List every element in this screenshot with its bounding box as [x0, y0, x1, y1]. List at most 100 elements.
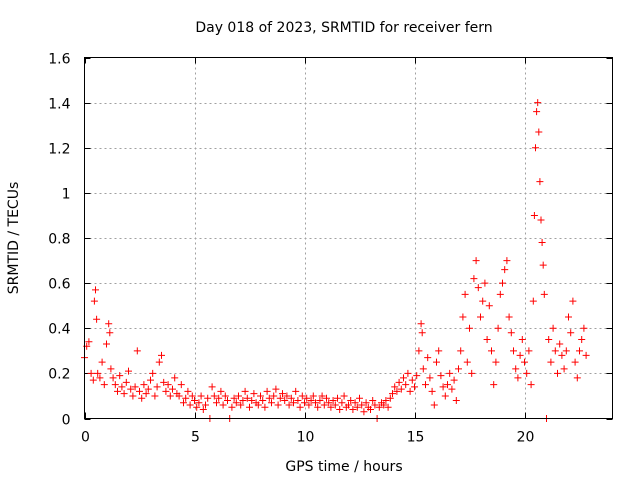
data-point	[224, 396, 231, 404]
data-point	[213, 399, 220, 407]
y-tick-label: 0	[62, 413, 71, 429]
x-tick-label: 20	[517, 430, 535, 446]
data-point	[554, 369, 561, 377]
data-point	[507, 329, 515, 337]
data-point	[459, 313, 467, 321]
data-point	[533, 108, 541, 116]
data-point	[537, 216, 545, 224]
data-point	[217, 387, 225, 395]
data-point	[457, 347, 465, 355]
data-point	[477, 313, 484, 321]
data-point	[232, 399, 240, 407]
y-axis-label: SRMTID / TECUs	[6, 182, 22, 295]
data-point	[468, 369, 476, 377]
data-point	[105, 320, 113, 328]
data-point	[496, 290, 504, 298]
data-point	[210, 392, 218, 400]
data-point	[470, 275, 478, 283]
data-point	[402, 381, 410, 389]
data-point	[144, 385, 152, 393]
data-point	[250, 390, 258, 398]
data-point	[323, 394, 330, 402]
data-point	[455, 365, 462, 373]
plot-frame	[84, 57, 613, 419]
data-point	[298, 392, 306, 400]
data-point	[120, 390, 128, 398]
data-point	[221, 392, 229, 400]
data-point	[248, 396, 256, 404]
data-point	[417, 320, 425, 328]
data-point	[360, 408, 368, 416]
data-point	[164, 381, 172, 389]
x-tick-label: 10	[297, 430, 315, 446]
data-point	[301, 399, 308, 407]
data-point	[358, 401, 366, 409]
data-point	[525, 347, 533, 355]
data-point	[534, 99, 542, 107]
ticks-layer: 0 0.2 0.4 0.6 0.8 1 1.2 1.4 1.6 0 5 10 15 20	[48, 52, 613, 446]
data-point	[535, 128, 543, 136]
data-point	[512, 365, 520, 373]
data-point	[151, 392, 159, 400]
data-point	[257, 392, 264, 400]
data-point	[367, 405, 374, 413]
data-point	[510, 347, 517, 355]
data-point	[325, 399, 333, 407]
data-point	[111, 381, 119, 389]
data-point	[395, 378, 403, 386]
data-point	[418, 329, 426, 337]
data-point	[505, 313, 513, 321]
data-point	[481, 279, 489, 287]
data-point	[327, 403, 335, 411]
data-point	[371, 401, 379, 409]
data-point	[474, 284, 482, 292]
data-point	[197, 392, 205, 400]
data-point	[419, 365, 427, 373]
data-point	[177, 381, 185, 389]
data-point	[571, 358, 579, 366]
data-point	[329, 396, 337, 404]
data-point	[562, 347, 570, 355]
data-point	[560, 365, 568, 373]
data-point	[290, 399, 297, 407]
data-point	[393, 387, 401, 395]
data-point	[155, 358, 163, 366]
x-tick-label: 5	[191, 430, 200, 446]
data-point	[276, 394, 284, 402]
data-point	[228, 403, 236, 411]
data-point	[415, 347, 423, 355]
data-point	[241, 387, 249, 395]
data-point	[362, 399, 370, 407]
data-point	[450, 376, 458, 384]
data-point	[530, 211, 538, 219]
data-point	[285, 401, 293, 409]
data-point	[441, 392, 449, 400]
data-point	[294, 396, 302, 404]
points-layer	[81, 99, 590, 422]
data-point	[485, 302, 493, 310]
data-point	[316, 396, 324, 404]
data-point	[413, 372, 421, 380]
data-point	[309, 392, 317, 400]
data-point	[490, 381, 498, 389]
data-point	[162, 387, 170, 395]
data-point	[382, 396, 390, 404]
data-point	[202, 401, 209, 409]
data-point	[239, 396, 247, 404]
data-point	[397, 385, 405, 393]
data-point	[369, 396, 377, 404]
data-point	[215, 394, 223, 402]
data-point	[380, 401, 388, 409]
data-point	[279, 390, 286, 398]
data-point	[375, 403, 383, 411]
data-point	[296, 403, 304, 411]
data-point	[106, 329, 114, 337]
data-point	[87, 369, 95, 377]
data-point	[547, 358, 555, 366]
data-point	[142, 390, 150, 398]
data-point	[479, 297, 487, 305]
data-point	[540, 290, 548, 298]
data-point	[411, 383, 418, 391]
data-point	[314, 403, 322, 411]
data-point	[237, 401, 245, 409]
